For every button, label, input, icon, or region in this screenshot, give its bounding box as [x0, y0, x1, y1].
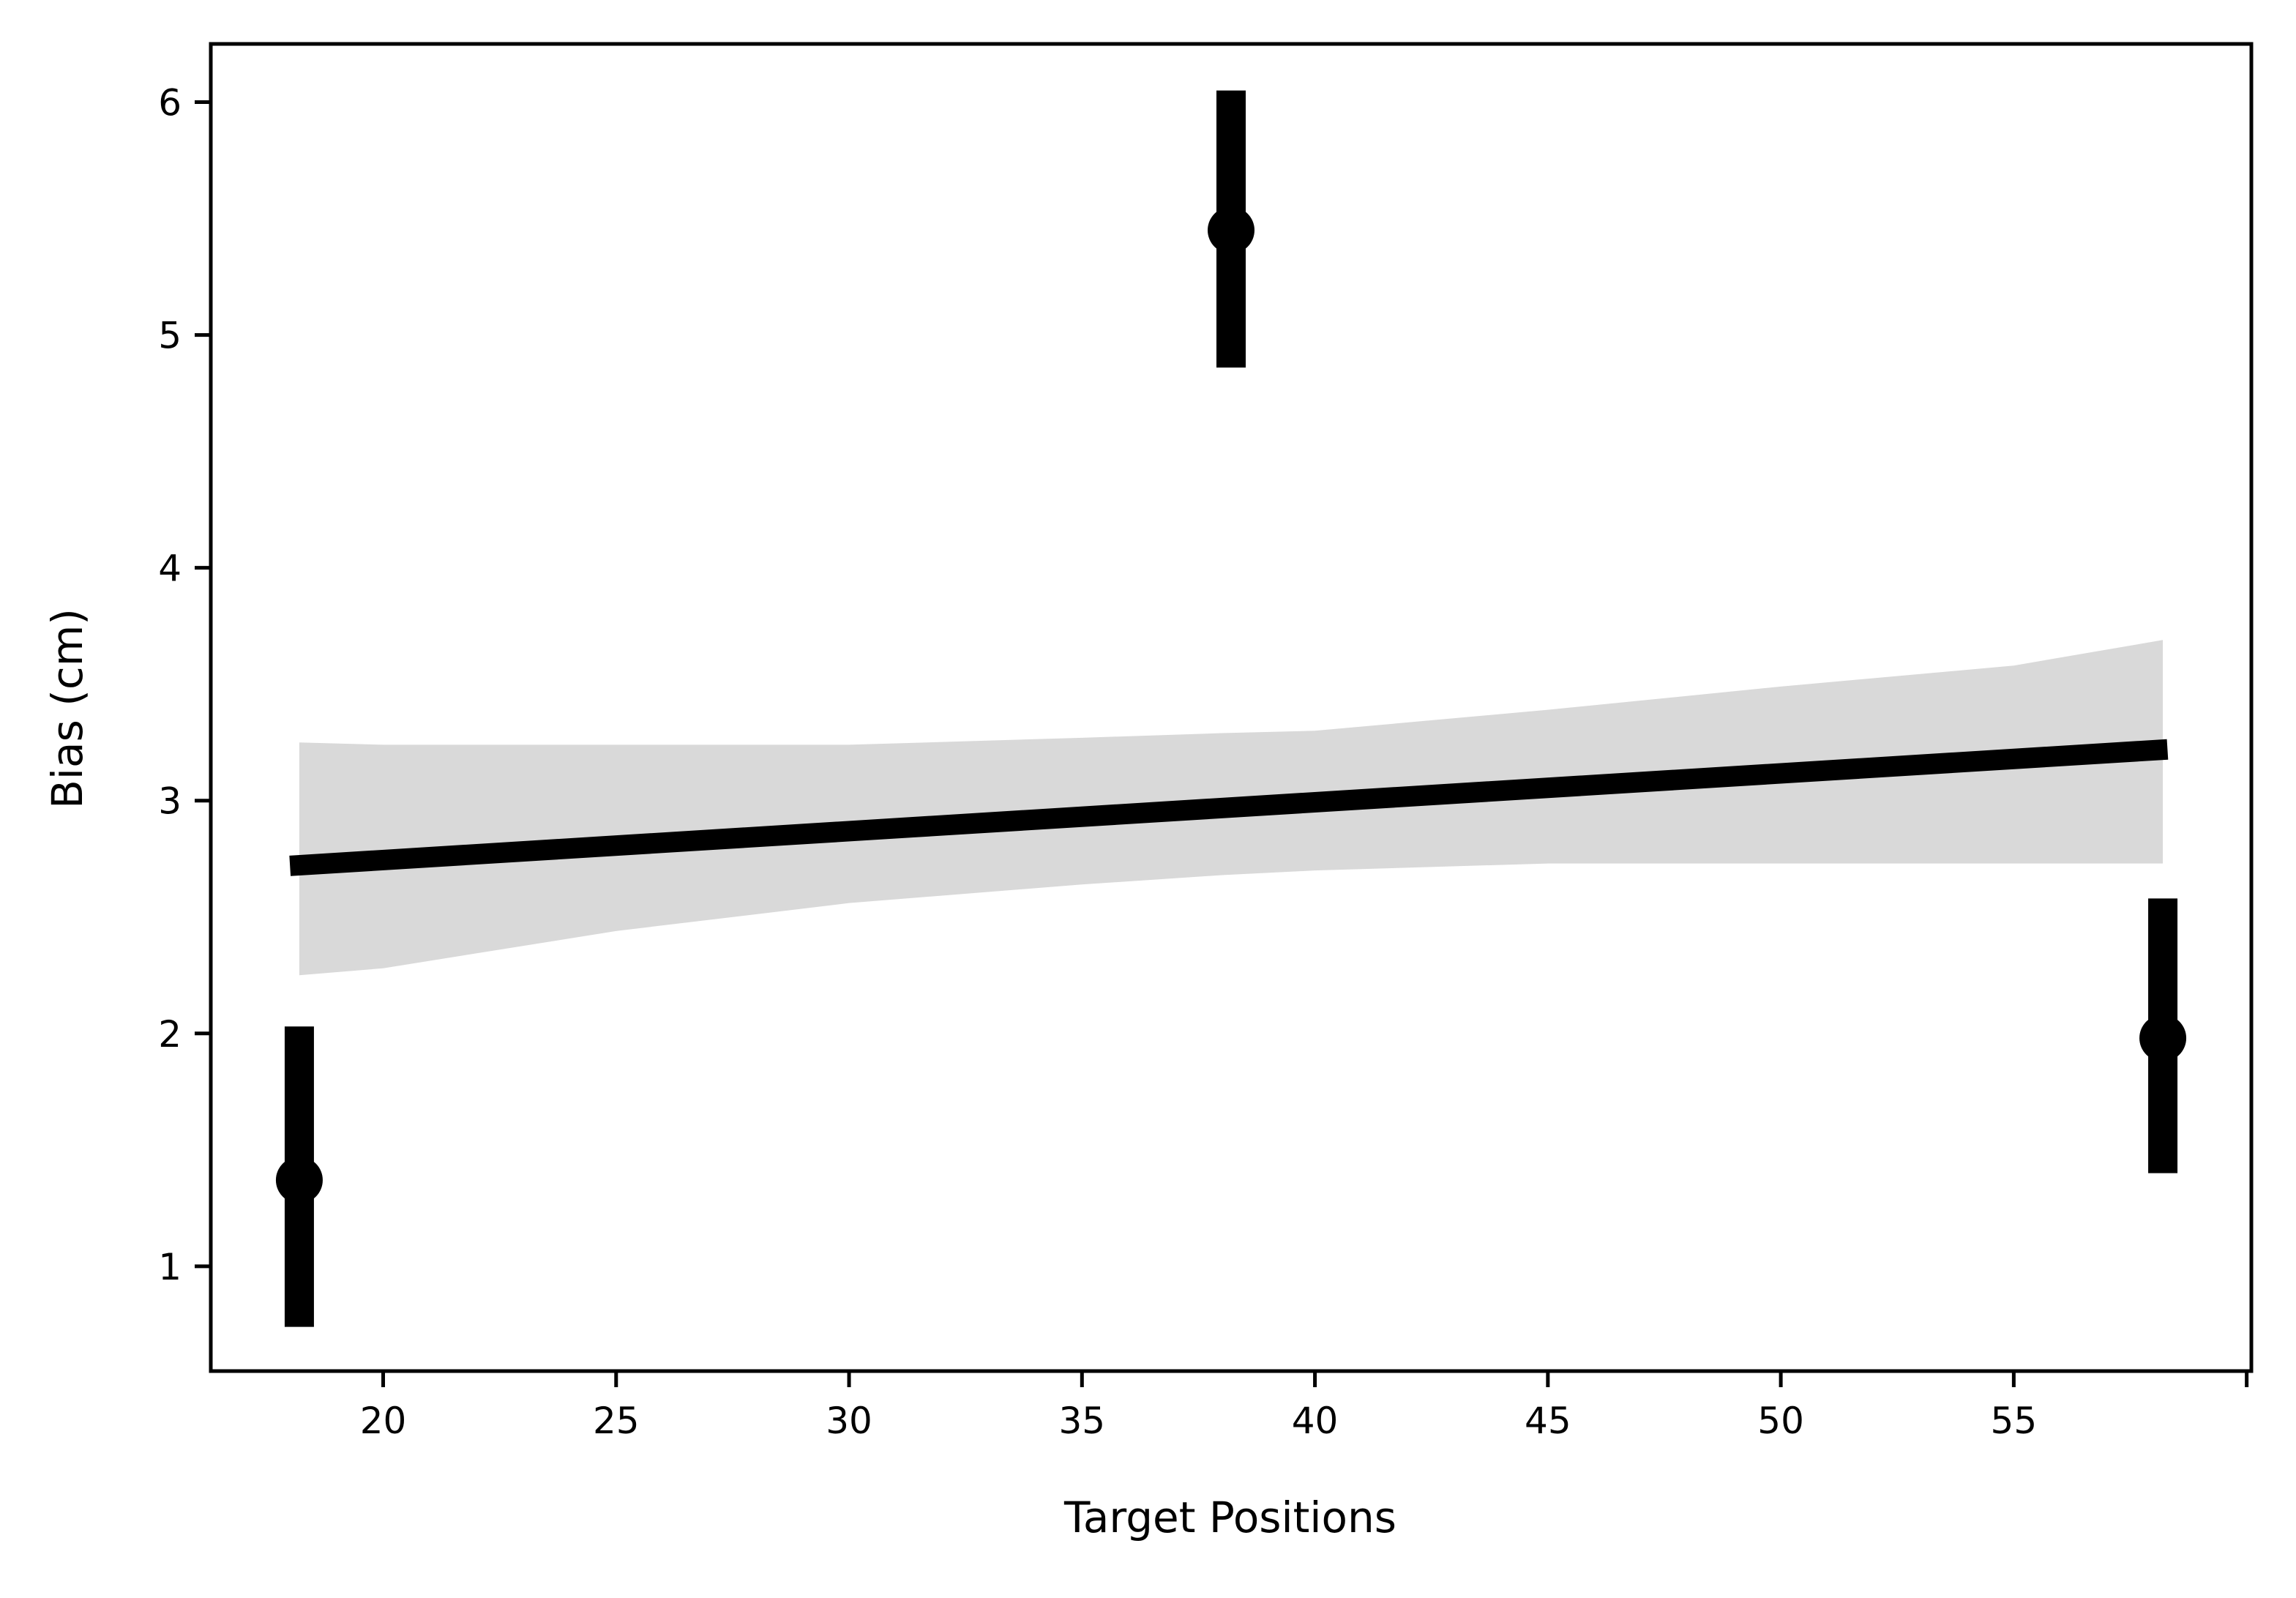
data-point-2	[1208, 206, 1254, 254]
x-tick-label-35: 35	[1058, 1400, 1105, 1442]
data-point-3	[2139, 1015, 2187, 1062]
x-tick-label-25: 25	[593, 1400, 640, 1442]
y-tick-label-1: 1	[158, 1246, 182, 1288]
x-tick-label-45: 45	[1525, 1400, 1571, 1442]
data-point-1	[275, 1157, 323, 1204]
x-tick-label-55: 55	[1991, 1400, 2038, 1442]
x-axis-label: Target Positions	[1063, 1493, 1396, 1542]
y-axis-label: Bias (cm)	[42, 608, 92, 809]
x-tick-label-50: 50	[1757, 1400, 1804, 1442]
x-tick-label-40: 40	[1292, 1400, 1339, 1442]
x-tick-label-20: 20	[360, 1400, 407, 1442]
y-tick-label-4: 4	[158, 548, 182, 590]
regression-line-layer	[289, 739, 2169, 876]
data-points-layer	[275, 90, 2187, 1327]
x-tick-label-30: 30	[826, 1400, 872, 1442]
y-tick-label-3: 3	[158, 780, 182, 823]
y-tick-label-6: 6	[158, 82, 182, 124]
plot-frame	[209, 42, 2254, 1373]
y-tick-label-5: 5	[158, 315, 182, 357]
y-tick-label-2: 2	[158, 1013, 182, 1056]
regression-line	[289, 739, 2169, 876]
